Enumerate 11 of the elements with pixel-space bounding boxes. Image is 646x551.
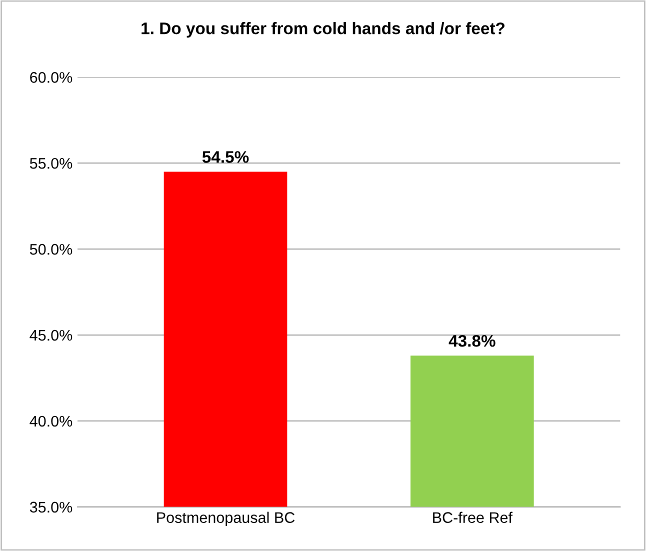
data-label: 43.8% [448, 334, 496, 347]
data-label: 54.5% [202, 151, 249, 163]
y-tick-label: 40.0% [30, 416, 72, 427]
y-tick-label: 55.0% [30, 158, 72, 169]
y-tick-label: 45.0% [30, 330, 72, 341]
x-tick-label: Postmenopausal BC [157, 512, 295, 526]
y-tick-label: 35.0% [30, 502, 72, 513]
y-tick-label: 60.0% [30, 72, 72, 83]
chart-title: 1. Do you suffer from cold hands and /or feet? [142, 22, 504, 38]
y-tick-label: 50.0% [30, 244, 72, 255]
x-tick-label: BC-free Ref [433, 512, 513, 524]
